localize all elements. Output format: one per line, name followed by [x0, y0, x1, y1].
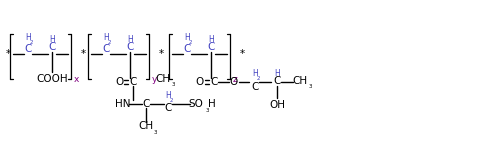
- Text: C: C: [48, 42, 56, 52]
- Text: H: H: [184, 33, 190, 41]
- Text: y: y: [151, 75, 157, 83]
- Text: 3: 3: [308, 85, 312, 89]
- Text: C: C: [251, 82, 258, 92]
- Text: CH: CH: [292, 76, 308, 86]
- Text: 2: 2: [256, 76, 260, 81]
- Text: C: C: [183, 44, 191, 54]
- Text: C: C: [210, 77, 218, 87]
- Text: C: C: [273, 76, 281, 86]
- Text: SO: SO: [188, 99, 203, 109]
- Text: z: z: [233, 75, 238, 83]
- Text: O: O: [230, 77, 238, 87]
- Text: OH: OH: [269, 100, 285, 110]
- Text: HN: HN: [115, 99, 131, 109]
- Text: 3: 3: [153, 129, 157, 134]
- Text: H: H: [103, 33, 109, 41]
- Text: COOH: COOH: [36, 74, 68, 84]
- Text: C: C: [126, 42, 134, 52]
- Text: H: H: [274, 69, 280, 79]
- Text: 2: 2: [169, 98, 173, 104]
- Text: 2: 2: [188, 40, 192, 45]
- Text: C: C: [129, 77, 137, 87]
- Text: 3: 3: [171, 82, 175, 87]
- Text: *: *: [81, 49, 85, 59]
- Text: H: H: [25, 33, 31, 41]
- Text: C: C: [207, 42, 215, 52]
- Text: *: *: [240, 49, 245, 59]
- Text: H: H: [165, 92, 171, 100]
- Text: *: *: [5, 49, 10, 59]
- Text: O: O: [196, 77, 204, 87]
- Text: H: H: [208, 99, 216, 109]
- Text: C: C: [102, 44, 110, 54]
- Text: x: x: [74, 75, 79, 83]
- Text: 2: 2: [107, 40, 111, 45]
- Text: 2: 2: [29, 40, 33, 45]
- Text: H: H: [49, 35, 55, 45]
- Text: *: *: [159, 49, 164, 59]
- Text: H: H: [252, 69, 258, 79]
- Text: C: C: [165, 103, 171, 113]
- Text: CH: CH: [156, 74, 170, 84]
- Text: H: H: [208, 35, 214, 45]
- Text: C: C: [24, 44, 32, 54]
- Text: C: C: [142, 99, 150, 109]
- Text: O: O: [115, 77, 123, 87]
- Text: 3: 3: [205, 108, 209, 112]
- Text: H: H: [127, 35, 133, 45]
- Text: CH: CH: [139, 121, 154, 131]
